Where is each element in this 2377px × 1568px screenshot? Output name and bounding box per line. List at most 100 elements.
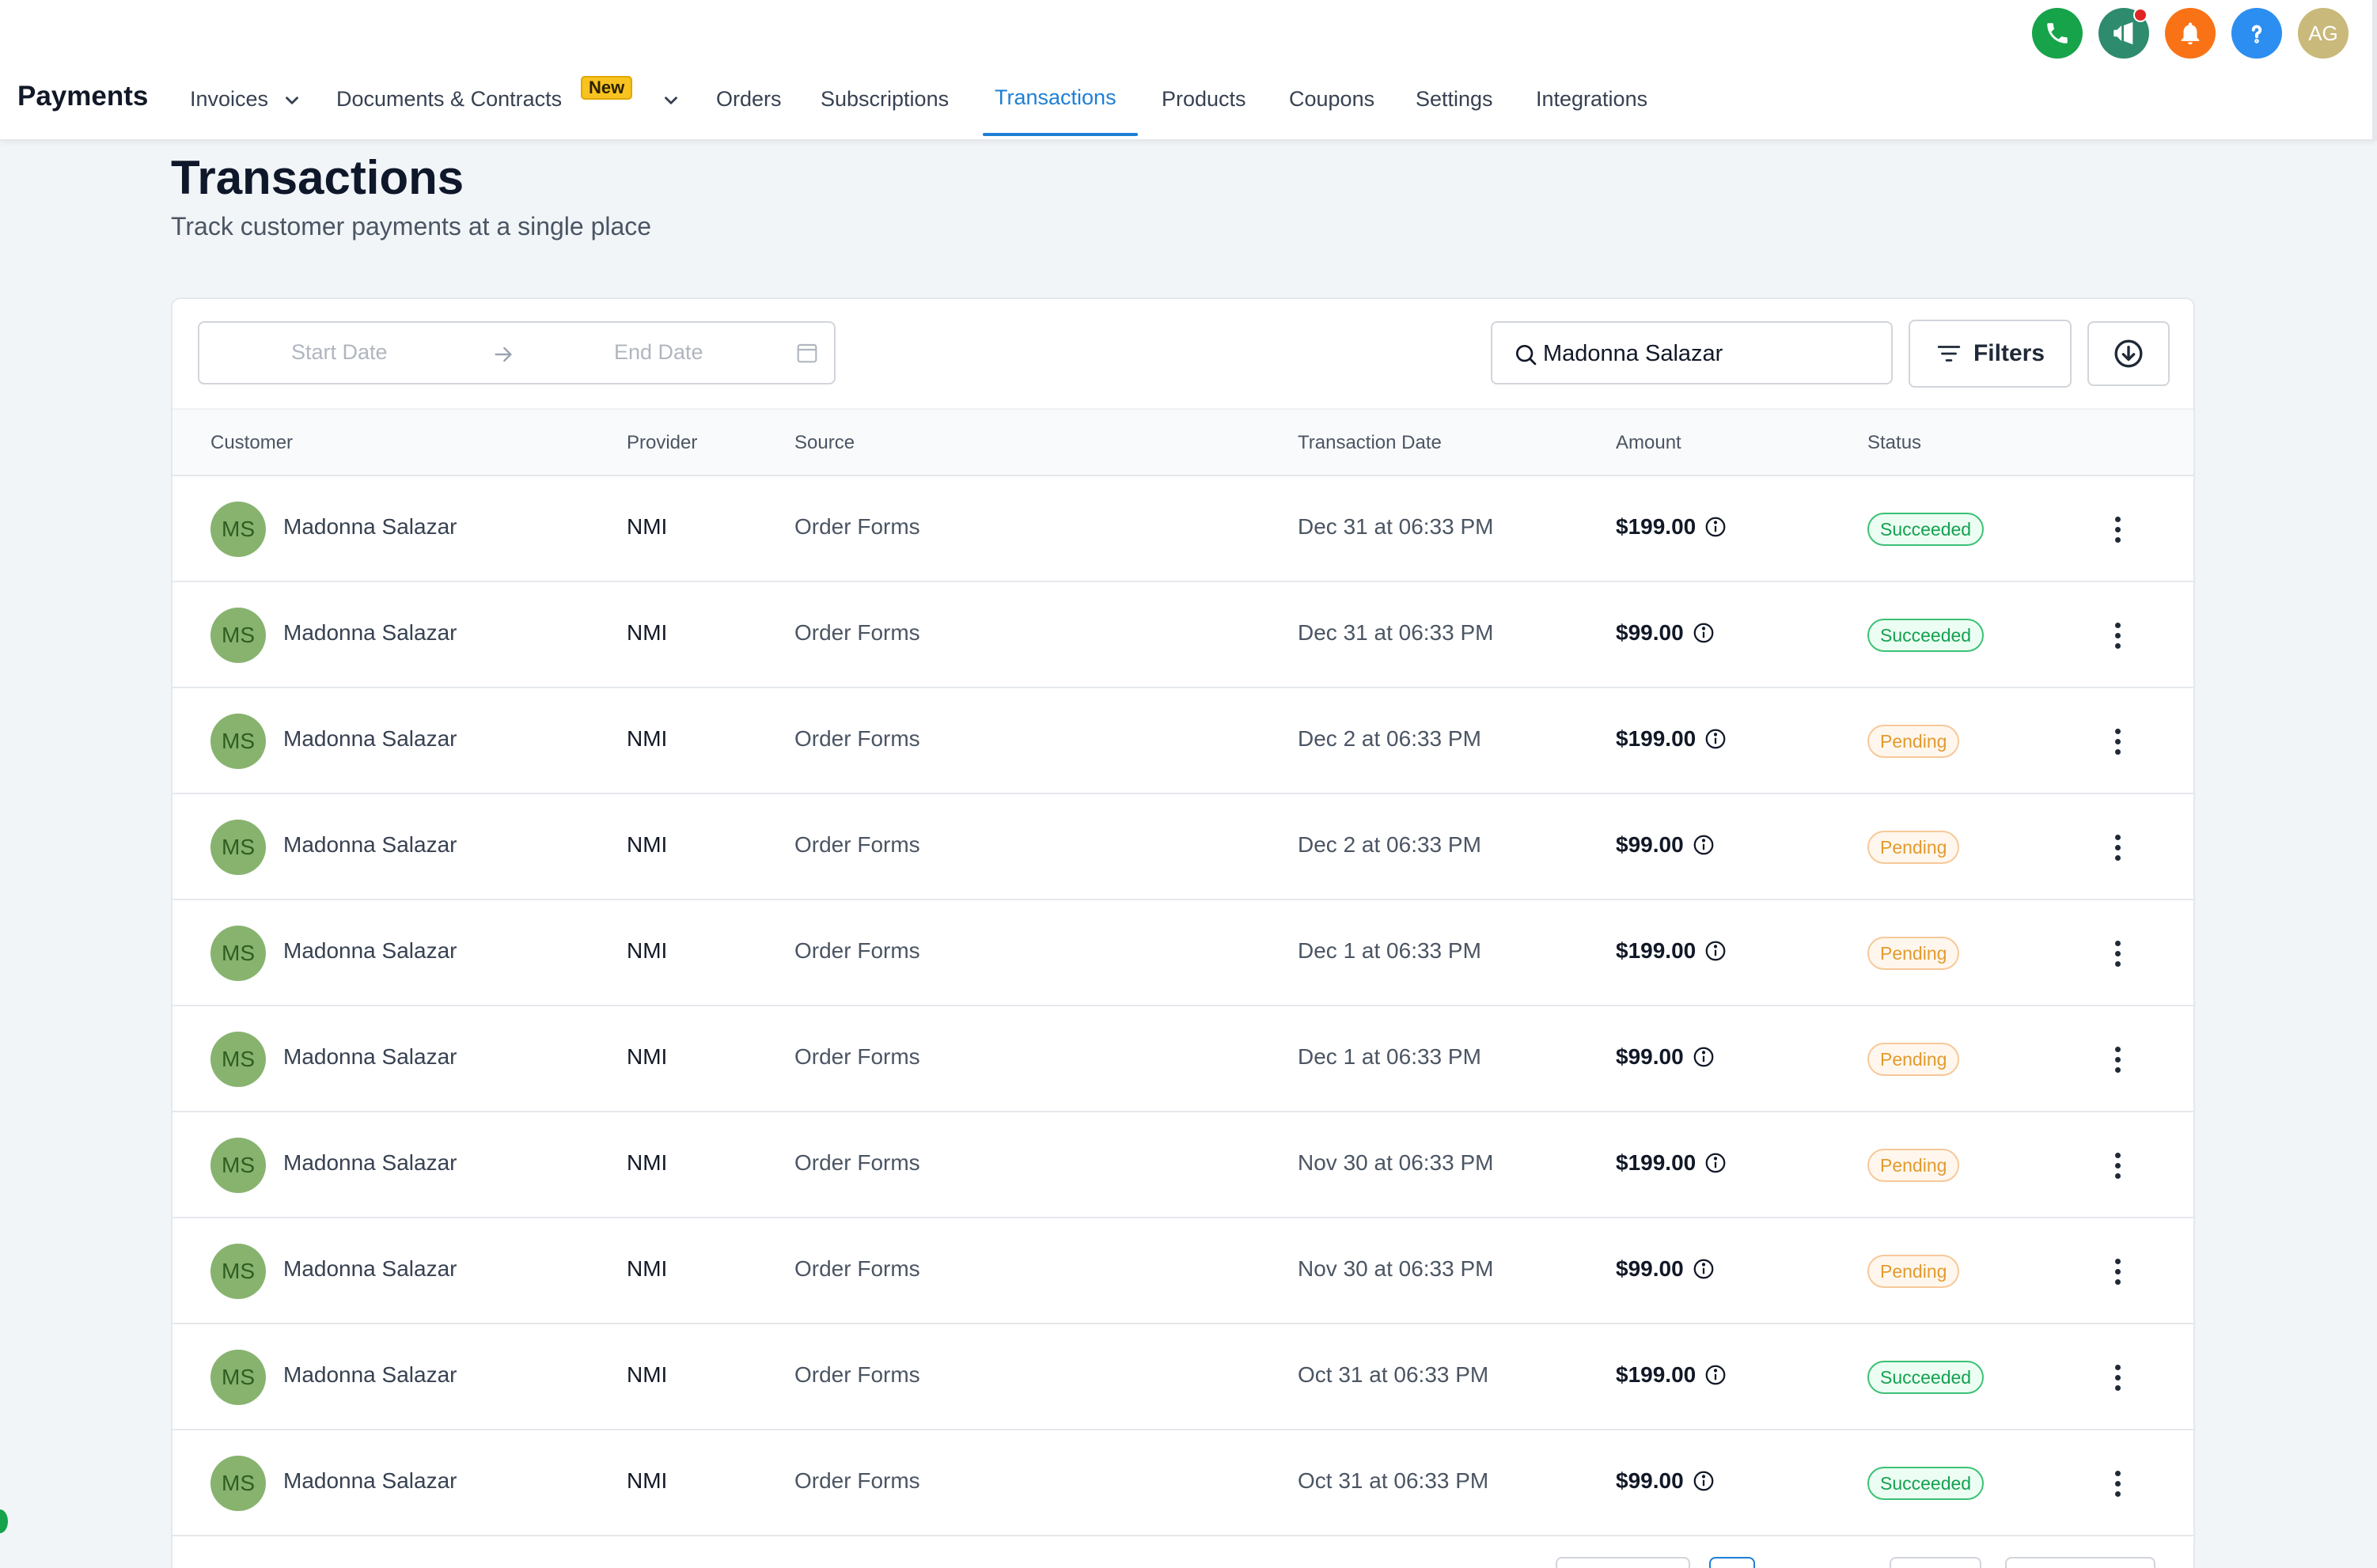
kebab-icon <box>2114 728 2121 734</box>
transaction-date: Oct 31 at 06:33 PM <box>1298 1362 1489 1387</box>
notifications-button[interactable] <box>2165 8 2216 59</box>
kebab-icon <box>2114 1046 2121 1052</box>
chevron-down-icon[interactable] <box>282 90 302 111</box>
source: Order Forms <box>794 1362 920 1387</box>
kebab-icon <box>2114 1364 2121 1370</box>
user-avatar[interactable]: AG <box>2298 8 2349 59</box>
customer-name[interactable]: Madonna Salazar <box>283 620 457 645</box>
column-header-status: Status <box>1867 432 1922 453</box>
customer-name[interactable]: Madonna Salazar <box>283 1150 457 1175</box>
nav-item-transactions[interactable]: Transactions <box>995 85 1116 109</box>
info-icon[interactable] <box>1704 1151 1727 1175</box>
nav-item-orders[interactable]: Orders <box>716 87 782 111</box>
info-icon[interactable] <box>1692 1469 1715 1493</box>
row-actions-button[interactable] <box>2100 829 2135 865</box>
info-icon[interactable] <box>1704 1363 1727 1387</box>
chevron-down-icon[interactable] <box>661 90 681 111</box>
amount-value: $99.00 <box>1616 1044 1684 1069</box>
nav-item-integrations[interactable]: Integrations <box>1536 87 1648 111</box>
source: Order Forms <box>794 1150 920 1175</box>
search-input[interactable] <box>1543 337 1875 370</box>
amount-value: $199.00 <box>1616 726 1697 751</box>
table-row[interactable]: MS Madonna Salazar NMI Order Forms Dec 2… <box>172 688 2193 794</box>
customer-name[interactable]: Madonna Salazar <box>283 1044 457 1069</box>
nav-item-settings[interactable]: Settings <box>1416 87 1493 111</box>
nav-item-subscriptions[interactable]: Subscriptions <box>821 87 950 111</box>
row-actions-button[interactable] <box>2100 1041 2135 1078</box>
end-date-field[interactable]: End Date <box>614 340 703 364</box>
info-icon[interactable] <box>1692 1257 1715 1281</box>
bell-icon <box>2181 22 2200 45</box>
support-widget-tab[interactable] <box>0 1509 8 1533</box>
amount-value: $199.00 <box>1616 1150 1697 1175</box>
customer-name[interactable]: Madonna Salazar <box>283 938 457 963</box>
search-box[interactable] <box>1491 321 1893 384</box>
customer-name[interactable]: Madonna Salazar <box>283 1362 457 1387</box>
info-icon[interactable] <box>1692 621 1715 645</box>
status-badge: Pending <box>1867 725 1960 758</box>
transaction-date: Dec 1 at 06:33 PM <box>1298 1044 1481 1069</box>
row-actions-button[interactable] <box>2100 1147 2135 1184</box>
info-icon[interactable] <box>1704 727 1727 751</box>
table-row[interactable]: MS Madonna Salazar NMI Order Forms Dec 1… <box>172 1006 2193 1112</box>
nav-item-invoices[interactable]: Invoices <box>190 87 269 111</box>
customer-name[interactable]: Madonna Salazar <box>283 1256 457 1281</box>
table-row[interactable]: MS Madonna Salazar NMI Order Forms Oct 3… <box>172 1430 2193 1536</box>
filters-button[interactable]: Filters <box>1909 320 2072 388</box>
row-actions-button[interactable] <box>2100 935 2135 971</box>
status-badge: Pending <box>1867 1043 1960 1076</box>
top-header: Payments Invoices Documents & Contracts … <box>0 0 2377 141</box>
notification-dot <box>2133 8 2148 22</box>
row-actions-button[interactable] <box>2100 511 2135 547</box>
active-tab-indicator <box>983 133 1138 136</box>
start-date-field[interactable]: Start Date <box>291 340 388 364</box>
table-row[interactable]: MS Madonna Salazar NMI Order Forms Dec 3… <box>172 582 2193 688</box>
pagination-next-button[interactable] <box>2005 1557 2155 1568</box>
nav-item-documents-contracts[interactable]: Documents & Contracts <box>336 87 563 111</box>
download-icon <box>2114 339 2143 368</box>
source: Order Forms <box>794 1044 920 1069</box>
nav-item-coupons[interactable]: Coupons <box>1289 87 1375 111</box>
status-badge: Pending <box>1867 831 1960 864</box>
table-row[interactable]: MS Madonna Salazar NMI Order Forms Oct 3… <box>172 1324 2193 1430</box>
pagination-page-size-select[interactable] <box>1890 1557 1981 1568</box>
customer-name[interactable]: Madonna Salazar <box>283 1468 457 1493</box>
row-actions-button[interactable] <box>2100 617 2135 653</box>
table-row[interactable]: MS Madonna Salazar NMI Order Forms Dec 2… <box>172 794 2193 900</box>
info-icon[interactable] <box>1692 833 1715 857</box>
calendar-icon[interactable] <box>794 340 820 365</box>
info-icon[interactable] <box>1704 939 1727 963</box>
customer-name[interactable]: Madonna Salazar <box>283 726 457 751</box>
info-icon[interactable] <box>1692 1045 1715 1069</box>
info-icon[interactable] <box>1704 515 1727 539</box>
table-row[interactable]: MS Madonna Salazar NMI Order Forms Nov 3… <box>172 1218 2193 1324</box>
help-button[interactable] <box>2231 8 2282 59</box>
phone-button[interactable] <box>2032 8 2083 59</box>
row-actions-button[interactable] <box>2100 1465 2135 1502</box>
announcements-button[interactable] <box>2098 8 2149 59</box>
kebab-icon <box>2114 834 2121 840</box>
row-actions-button[interactable] <box>2100 723 2135 759</box>
row-actions-button[interactable] <box>2100 1253 2135 1290</box>
transaction-date: Nov 30 at 06:33 PM <box>1298 1256 1494 1281</box>
pagination-prev-button[interactable] <box>1556 1557 1690 1568</box>
filter-icon <box>1937 346 1961 362</box>
provider: NMI <box>627 832 668 857</box>
row-actions-button[interactable] <box>2100 1359 2135 1396</box>
download-button[interactable] <box>2087 321 2170 386</box>
source: Order Forms <box>794 726 920 751</box>
provider: NMI <box>627 938 668 963</box>
customer-name[interactable]: Madonna Salazar <box>283 832 457 857</box>
status-badge: Succeeded <box>1867 1361 1985 1394</box>
transactions-card: Start Date End Date Filters Customer Pro… <box>171 297 2195 1568</box>
table-row[interactable]: MS Madonna Salazar NMI Order Forms Dec 1… <box>172 900 2193 1006</box>
amount-value: $99.00 <box>1616 832 1684 857</box>
customer-name[interactable]: Madonna Salazar <box>283 514 457 539</box>
nav-item-products[interactable]: Products <box>1162 87 1246 111</box>
table-row[interactable]: MS Madonna Salazar NMI Order Forms Nov 3… <box>172 1112 2193 1218</box>
date-range-picker[interactable]: Start Date End Date <box>198 321 836 384</box>
app-title: Payments <box>17 81 149 112</box>
table-row[interactable]: MS Madonna Salazar NMI Order Forms Dec 3… <box>172 476 2193 582</box>
pagination-page-button[interactable] <box>1709 1557 1755 1568</box>
kebab-icon <box>2114 1258 2121 1264</box>
